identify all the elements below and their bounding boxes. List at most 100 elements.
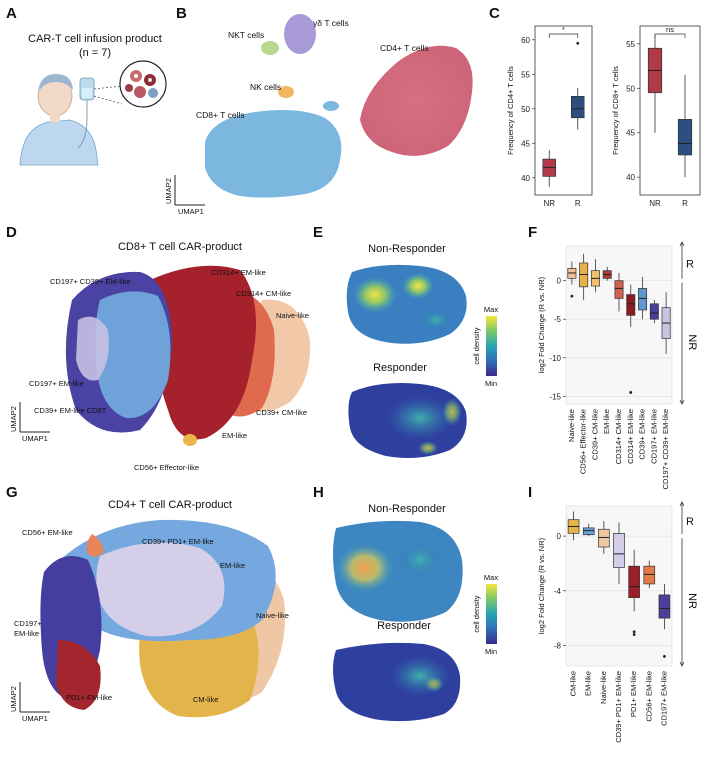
bracket-r-arrow	[679, 241, 685, 247]
panel-e-top-title: Non-Responder	[368, 243, 446, 255]
chart-f: 0 -5 -10 -15 log2 Fold Change (R vs. NR) Naiv…	[537, 241, 698, 489]
box-EM-like	[582, 527, 595, 536]
significance-bracket	[548, 33, 579, 38]
outlier-point	[632, 633, 636, 636]
box-Naive-like	[598, 528, 610, 548]
density-e-nonresponder	[346, 264, 467, 344]
scale-h-max: Max	[484, 573, 498, 582]
panel-a-subtitle: (n = 7)	[79, 47, 111, 59]
x-tick-label: CD197+ EM-like	[659, 671, 668, 726]
label-nkt-cells: NKT cells	[228, 30, 264, 40]
x-tick-label: CD314+ EM-like	[626, 409, 635, 464]
chart-c1: 40 45 50 55 60 Frequency of CD4+ T cells NR R *	[506, 25, 593, 208]
panel-d-title: CD8+ T cell CAR-product	[118, 241, 242, 253]
box-CD39+ PD1+ EM-like	[613, 533, 625, 568]
plot-frame	[639, 25, 701, 196]
y-tick-label: -4	[554, 587, 562, 596]
x-tick-label: NR	[649, 199, 661, 208]
box-CD197+ EM-like	[658, 594, 671, 619]
label-cd56-effector-like: CD56+ Effector-like	[134, 463, 199, 472]
box-CD314+ EM-like	[626, 294, 636, 316]
label-cd197-em-like-g: EM-like	[14, 629, 39, 638]
label-cd39-cm-like: CD39+ CM-like	[256, 408, 307, 417]
box-R	[677, 119, 693, 156]
x-tick-label: CD56+ EM-like	[644, 671, 653, 722]
scale-e-max: Max	[484, 305, 498, 314]
bracket-nr-arrow	[679, 399, 685, 405]
umap-b-ylabel: UMAP2	[164, 178, 173, 204]
panel-label-h: H	[313, 484, 324, 501]
x-tick-label: R	[575, 199, 581, 208]
label-cd314-em-like: CD314+ EM-like	[211, 268, 266, 277]
label-em-like-d: EM-like	[222, 431, 247, 440]
label-naive-like-d: Naive-like	[276, 311, 309, 320]
y-axis-label: log2 Fold Change (R vs. NR)	[537, 537, 546, 634]
outlier-point	[632, 630, 636, 634]
label-pd1-em-like: PD1+ EM-like	[66, 693, 112, 702]
box-CD314+ CM-like	[614, 280, 624, 299]
box-R	[570, 96, 585, 119]
y-tick-label: -5	[554, 315, 562, 324]
outlier-point	[629, 391, 633, 394]
panel-label-i: I	[528, 484, 532, 501]
umap-b-xlabel: UMAP1	[178, 207, 204, 216]
panel-h-top-title: Non-Responder	[368, 503, 446, 515]
y-tick-label: 45	[626, 129, 635, 138]
y-axis-label: Frequency of CD8+ T cells	[611, 66, 620, 155]
panel-label-f: F	[528, 224, 537, 241]
significance-label: ns	[666, 25, 674, 34]
density-scale-e	[486, 316, 497, 376]
label-cd197-g: CD197+	[14, 619, 42, 628]
bracket-nr-arrow	[679, 661, 685, 667]
panel-a-title: CAR-T cell infusion product	[28, 33, 162, 45]
x-tick-label: CD39+ CM-like	[590, 409, 599, 460]
bracket-nr-label: NR	[686, 593, 698, 609]
x-tick-label: Naive-like	[599, 671, 608, 704]
label-cd39-pd1-em-like: CD39+ PD1+ EM-like	[142, 537, 214, 546]
umap-d-xlabel: UMAP1	[22, 434, 48, 443]
density-h-nonresponder	[333, 520, 463, 622]
box-CD197+ EM-like	[649, 303, 659, 320]
x-tick-label: CM-like	[569, 671, 578, 696]
label-cd197-cd39-em-like: CD197+ CD39+ EM-like	[50, 277, 130, 286]
panel-label-d: D	[6, 224, 17, 241]
x-tick-label: EM-like	[602, 409, 611, 434]
outlier-point	[570, 294, 574, 298]
y-tick-label: 45	[521, 139, 530, 148]
label-em-like-g: EM-like	[220, 561, 245, 570]
x-tick-label: EM-like	[584, 671, 593, 696]
y-tick-label: 50	[626, 84, 635, 93]
y-tick-label: 50	[521, 105, 530, 114]
y-tick-label: 60	[521, 36, 530, 45]
label-naive-like-g: Naive-like	[256, 611, 289, 620]
chart-c2: 40 45 50 55 Frequency of CD8+ T cells NR Rns	[611, 25, 701, 208]
significance-label: *	[562, 25, 565, 34]
y-axis-label: Frequency of CD4+ T cells	[506, 66, 515, 155]
y-tick-label: -15	[549, 392, 561, 401]
x-tick-label: CD314+ CM-like	[614, 409, 623, 464]
label-cd4-t-cells: CD4+ T cells	[380, 43, 429, 53]
chart-i: 0 -4 -8 log2 Fold Change (R vs. NR) CM-like E…	[537, 501, 698, 743]
umap-b	[174, 14, 473, 206]
panel-label-g: G	[6, 484, 18, 501]
density-scale-h	[486, 584, 497, 644]
scale-e-min: Min	[485, 379, 497, 388]
density-e-responder	[348, 383, 467, 458]
scale-h-label: cell density	[472, 595, 481, 632]
significance-bracket	[654, 33, 686, 38]
umap-d	[19, 265, 311, 446]
x-tick-label: CD56+ Effector-like	[579, 409, 588, 474]
box-CD39+ EM-like	[638, 288, 648, 311]
car-t-cells-inset-icon	[119, 60, 167, 108]
bracket-r-arrow	[679, 501, 685, 507]
box-CD56+ EM-like	[643, 565, 656, 585]
y-tick-label: 0	[557, 532, 562, 541]
y-tick-label: -10	[549, 354, 561, 363]
bracket-r-label: R	[686, 258, 694, 270]
outlier-point	[576, 41, 580, 45]
panel-g-title: CD4+ T cell CAR-product	[108, 499, 232, 511]
outlier-point	[663, 655, 666, 658]
umap-g-xlabel: UMAP1	[22, 714, 48, 723]
panel-label-c: C	[489, 5, 500, 22]
